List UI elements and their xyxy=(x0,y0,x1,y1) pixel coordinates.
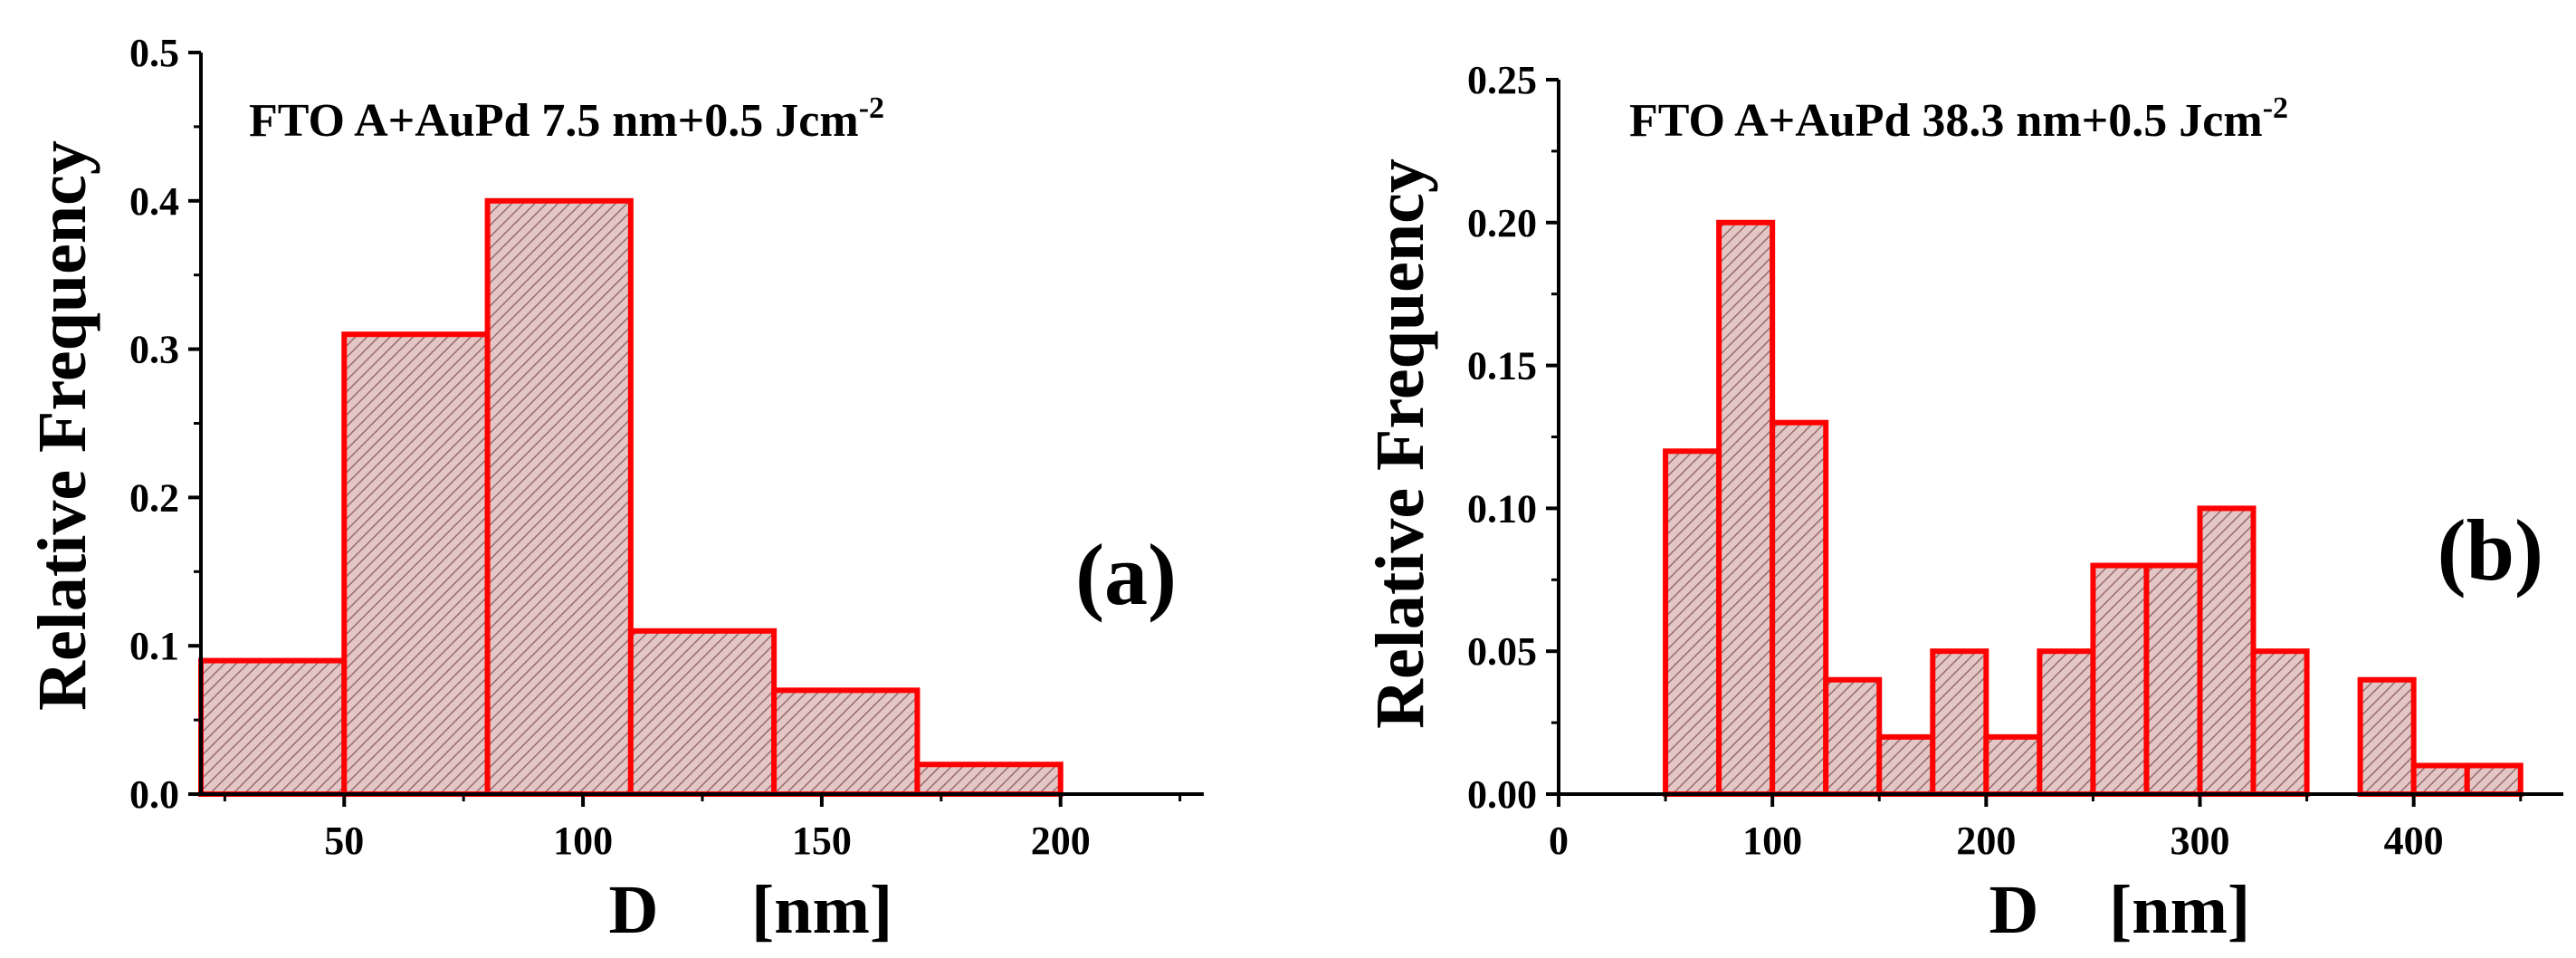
x-tick-label: 100 xyxy=(1742,819,1802,863)
x-tick-label: 200 xyxy=(1031,819,1091,863)
histogram-bar xyxy=(341,331,491,797)
histogram-bar xyxy=(627,627,778,797)
chart-title-main: FTO A+AuPd 7.5 nm+0.5 Jcm xyxy=(249,95,859,147)
y-tick-label: 0.2 xyxy=(129,475,179,520)
panel-label: (a) xyxy=(1075,526,1177,623)
x-axis-label-variable: D xyxy=(609,872,659,948)
x-tick-label: 400 xyxy=(2384,819,2444,863)
chart-title: FTO A+AuPd 7.5 nm+0.5 Jcm-2 xyxy=(249,91,884,147)
y-axis-label: Relative Frequency xyxy=(24,140,100,711)
y-tick-label: 0.3 xyxy=(129,328,179,372)
x-tick-label: 100 xyxy=(553,819,613,863)
x-tick-label: 50 xyxy=(324,819,364,863)
y-axis-label: Relative Frequency xyxy=(1362,158,1438,729)
histogram-bar xyxy=(1663,448,1722,797)
x-tick-label: 0 xyxy=(1549,819,1569,863)
y-tick-label: 0.25 xyxy=(1467,58,1537,102)
y-tick-label: 0.15 xyxy=(1467,344,1537,388)
y-tick-label: 0.05 xyxy=(1467,629,1537,674)
histogram-bar xyxy=(198,657,348,798)
y-tick-label: 0.10 xyxy=(1467,486,1537,531)
x-tick-label: 150 xyxy=(792,819,852,863)
histogram-bar xyxy=(484,197,634,798)
chart-panel-b: 0.00 0.05 0.10 0.15 0.20 0.25 0 100 200 300 400 FTO… xyxy=(1362,58,2563,948)
x-tick-label: 300 xyxy=(2171,819,2230,863)
histogram-bar xyxy=(2090,562,2150,798)
histogram-bar xyxy=(2464,762,2524,798)
chart-title-superscript: -2 xyxy=(2263,91,2288,125)
histogram-bar xyxy=(2250,648,2310,798)
histogram-bar xyxy=(1876,733,1936,798)
histogram-bar xyxy=(1823,676,1883,798)
histogram-bar xyxy=(2143,562,2203,798)
y-tick-label: 0.1 xyxy=(129,624,179,668)
histogram-bar xyxy=(771,687,921,798)
y-tick-label: 0.5 xyxy=(129,31,179,75)
histogram-bar xyxy=(1930,648,1989,798)
y-tick-label: 0.0 xyxy=(129,772,179,817)
histogram-bar xyxy=(1716,219,1776,798)
chart-title-main: FTO A+AuPd 38.3 nm+0.5 Jcm xyxy=(1629,95,2263,147)
y-tick-label: 0.00 xyxy=(1467,772,1537,817)
chart-title-superscript: -2 xyxy=(859,91,884,125)
chart-panel-a: 0.0 0.1 0.2 0.3 0.4 0.5 50 100 150 200 FTO A+AuPd … xyxy=(24,31,1204,948)
chart-title: FTO A+AuPd 38.3 nm+0.5 Jcm-2 xyxy=(1629,91,2288,147)
x-axis-label-unit: [nm] xyxy=(2109,872,2250,948)
histogram-bar xyxy=(1770,419,1829,797)
histogram-bar xyxy=(2197,505,2256,798)
histogram-bar xyxy=(2357,676,2417,798)
x-tick-label: 200 xyxy=(1956,819,2016,863)
y-tick-label: 0.20 xyxy=(1467,201,1537,245)
histogram-bar xyxy=(1983,733,2043,798)
x-axis-label-unit: [nm] xyxy=(751,872,892,948)
histogram-bar xyxy=(2410,762,2470,798)
histogram-bar xyxy=(2037,648,2096,798)
panel-label: (b) xyxy=(2438,502,2543,599)
y-tick-label: 0.4 xyxy=(129,179,179,224)
histogram-bar xyxy=(914,762,1064,797)
x-axis-label-variable: D xyxy=(1989,872,2039,948)
